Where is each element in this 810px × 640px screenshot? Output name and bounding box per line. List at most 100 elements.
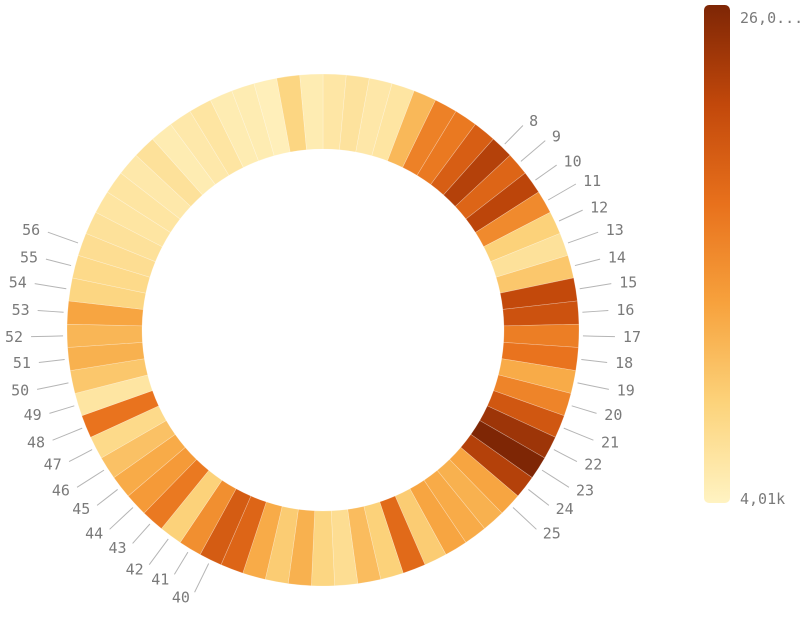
segment-label: 11 <box>583 172 601 190</box>
segment-label: 56 <box>22 221 40 239</box>
donut-segment <box>81 390 160 438</box>
colorbar-ramp <box>704 5 730 503</box>
label-leader-line <box>49 405 75 414</box>
colorbar-legend: 26,0... 4,01k <box>704 5 803 508</box>
segment-label: 51 <box>13 354 31 372</box>
label-leader-line <box>541 469 570 488</box>
donut-segment <box>135 138 203 207</box>
segment-label: 9 <box>552 128 561 146</box>
label-leader-line <box>52 427 83 441</box>
label-leader-line <box>96 489 118 506</box>
label-leader-line <box>109 507 134 530</box>
segment-label: 42 <box>126 560 144 578</box>
donut-segment <box>479 405 556 459</box>
donut-segment <box>486 390 565 438</box>
segment-label: 44 <box>85 524 103 542</box>
donut-segment <box>339 74 370 153</box>
segment-label: 25 <box>543 524 561 542</box>
segment-label: 52 <box>5 328 23 346</box>
donut-segment <box>120 154 192 220</box>
donut-segment <box>66 300 144 327</box>
segment-label: 16 <box>616 301 634 319</box>
donut-segment <box>66 323 143 348</box>
label-leader-line <box>547 183 577 201</box>
donut-segment <box>409 479 467 555</box>
label-leader-line <box>47 231 79 244</box>
segment-label: 55 <box>20 249 38 267</box>
donut-segment <box>199 488 252 566</box>
label-leader-line <box>132 523 151 544</box>
label-leader-line <box>558 209 583 222</box>
segment-label: 10 <box>564 153 582 171</box>
donut-segment <box>416 110 476 185</box>
label-leader-line <box>574 258 601 267</box>
label-leader-line <box>528 489 550 506</box>
segment-label: 54 <box>9 274 27 292</box>
label-leader-line <box>512 507 537 530</box>
donut-segment <box>106 172 181 233</box>
label-leader-line <box>31 335 64 338</box>
segment-label: 50 <box>11 382 29 400</box>
label-leader-line <box>76 469 105 488</box>
label-leader-line <box>567 231 599 244</box>
donut-segment <box>276 74 307 153</box>
donut-segment <box>67 342 145 371</box>
label-leader-line <box>37 309 64 313</box>
donut-segment <box>143 459 210 530</box>
donut-segment <box>443 138 511 207</box>
donut-segments <box>66 73 580 587</box>
label-leader-line <box>582 335 615 338</box>
label-leader-line <box>194 563 210 593</box>
donut-segment <box>495 254 575 294</box>
label-leader-line <box>504 125 524 145</box>
donut-segment <box>347 505 382 584</box>
segment-label: 21 <box>601 433 619 451</box>
label-leader-line <box>37 382 69 390</box>
segment-label: 8 <box>529 112 538 130</box>
donut-segment <box>189 99 244 176</box>
donut-segment <box>355 77 393 157</box>
segment-label: 43 <box>109 539 127 557</box>
segment-label: 15 <box>619 274 637 292</box>
donut-segment <box>394 488 447 566</box>
donut-segment <box>210 90 259 168</box>
donut-segment <box>287 508 316 587</box>
donut-segment <box>74 374 153 417</box>
label-leader-line <box>579 283 612 290</box>
label-leader-line <box>520 140 546 162</box>
donut-segment <box>311 510 335 587</box>
label-leader-line <box>571 405 597 414</box>
segment-label: 23 <box>576 482 594 500</box>
label-leader-line <box>581 359 608 363</box>
label-leader-line <box>45 258 72 267</box>
donut-segment <box>242 501 283 580</box>
segment-label: 18 <box>615 354 633 372</box>
label-leader-line <box>582 309 609 313</box>
donut-segment <box>423 469 485 543</box>
label-leader-line <box>148 538 169 565</box>
segment-label: 20 <box>604 406 622 424</box>
segment-label: 41 <box>151 570 169 588</box>
colorbar-min-label: 4,01k <box>740 490 785 508</box>
segment-label: 46 <box>52 482 70 500</box>
donut-segment <box>460 433 533 497</box>
segment-label: 22 <box>584 455 602 473</box>
segment-label: 45 <box>72 500 90 518</box>
donut-segment <box>322 73 347 151</box>
segment-label: 13 <box>606 221 624 239</box>
label-leader-line <box>173 551 189 575</box>
segment-label: 19 <box>617 382 635 400</box>
donut-segment <box>231 83 275 162</box>
label-leader-line <box>535 164 557 181</box>
segment-label: 48 <box>27 433 45 451</box>
segment-label: 47 <box>44 455 62 473</box>
donut-segment <box>363 501 404 580</box>
donut-segment <box>69 358 149 394</box>
segment-label: 49 <box>24 406 42 424</box>
donut-segment <box>77 232 156 278</box>
donut-segment <box>127 446 197 514</box>
donut-segment <box>371 83 415 162</box>
donut-segment <box>299 73 324 151</box>
donut-segment <box>490 232 569 278</box>
donut-segment <box>170 110 230 185</box>
